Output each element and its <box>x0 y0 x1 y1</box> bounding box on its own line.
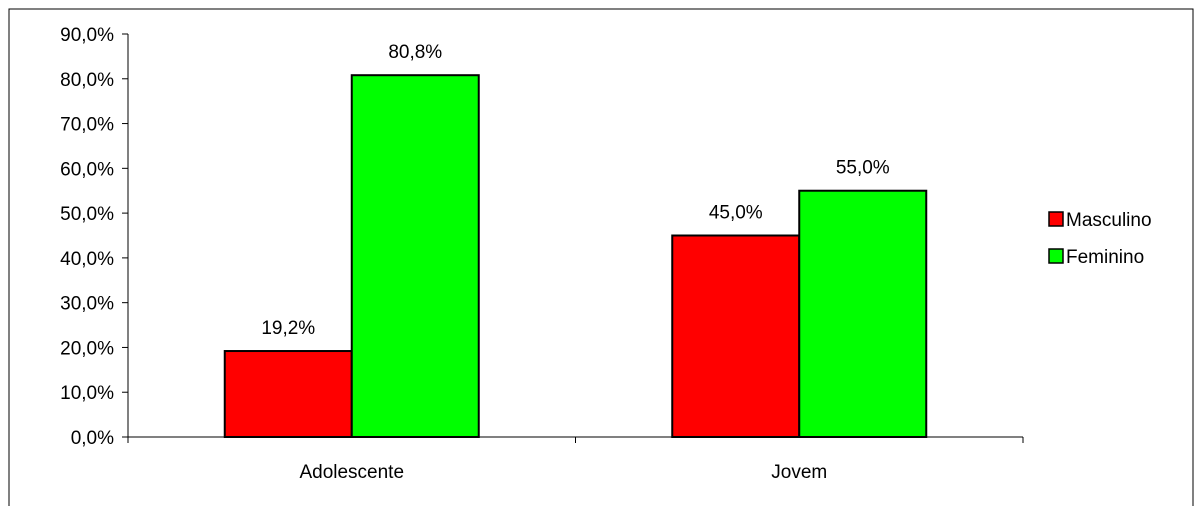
legend-label-feminino: Feminino <box>1066 247 1144 268</box>
legend-label-masculino: Masculino <box>1066 210 1152 231</box>
data-label: 55,0% <box>836 158 890 179</box>
y-tick-label: 10,0% <box>60 383 114 404</box>
legend-swatch-feminino <box>1048 248 1064 264</box>
y-tick-label: 80,0% <box>60 70 114 91</box>
bar-masculino-adolescente <box>223 350 353 439</box>
chart-border <box>8 8 1194 506</box>
y-tick-label: 90,0% <box>60 25 114 46</box>
y-tick-label: 0,0% <box>71 428 114 449</box>
legend-box <box>1039 200 1189 276</box>
y-tick-label: 40,0% <box>60 249 114 270</box>
x-tick-label: Adolescente <box>299 462 404 483</box>
bar-masculino-jovem <box>671 234 801 438</box>
x-tick-label: Jovem <box>771 462 827 483</box>
data-label: 19,2% <box>261 318 315 339</box>
y-tick-label: 60,0% <box>60 159 114 180</box>
y-tick-label: 20,0% <box>60 338 114 359</box>
data-label: 80,8% <box>388 42 442 63</box>
y-tick-label: 70,0% <box>60 115 114 136</box>
bar-feminino-jovem <box>798 189 928 438</box>
data-label: 45,0% <box>709 203 763 224</box>
legend-swatch-masculino <box>1048 211 1064 227</box>
y-tick-label: 30,0% <box>60 294 114 315</box>
y-tick-label: 50,0% <box>60 204 114 225</box>
bar-feminino-adolescente <box>350 74 480 438</box>
